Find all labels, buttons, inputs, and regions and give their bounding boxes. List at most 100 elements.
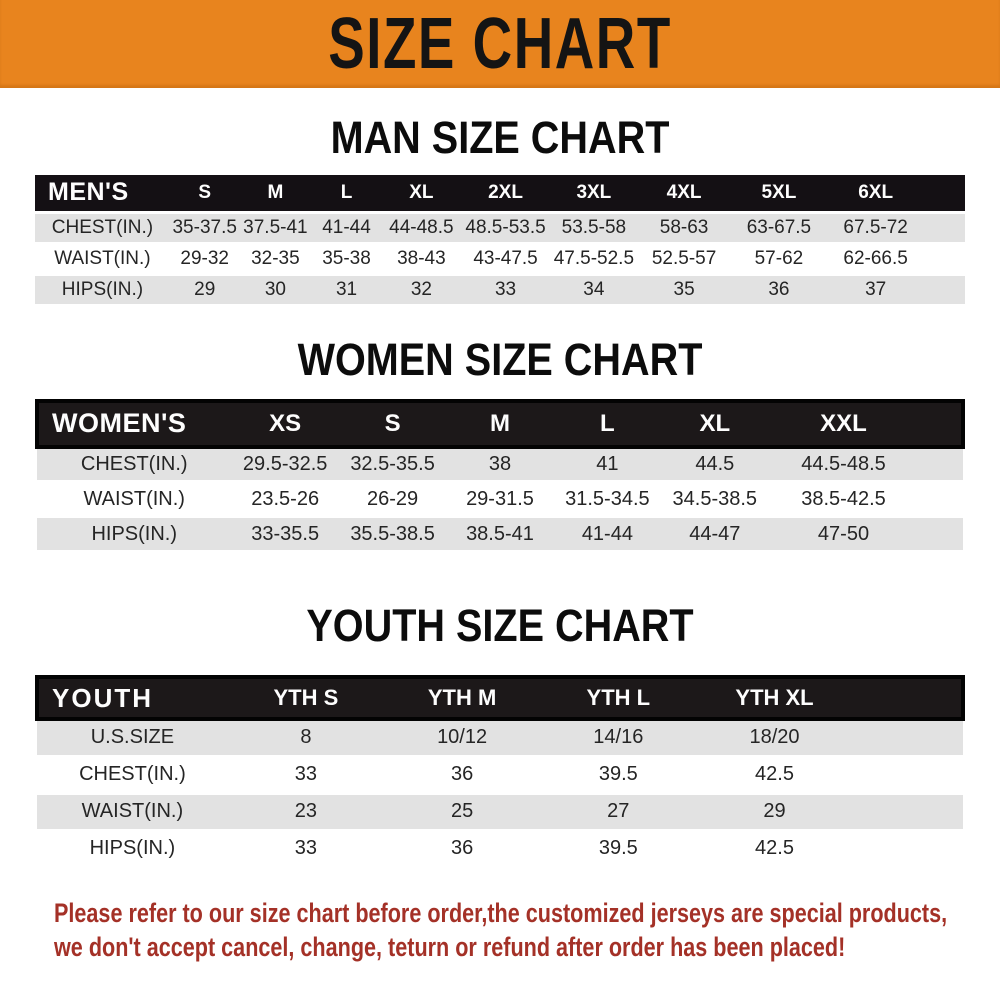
size-value: 38.5-41 <box>446 516 554 553</box>
size-value: 35 <box>637 274 731 307</box>
row-label: CHEST(IN.) <box>37 756 228 795</box>
size-value: 29.5-32.5 <box>231 446 339 483</box>
youth-corner-label: YOUTH <box>35 675 228 721</box>
size-value: 47-50 <box>768 516 919 553</box>
size-value: 57-62 <box>730 243 828 276</box>
size-value: 14/16 <box>540 719 697 758</box>
size-value: 35-38 <box>311 243 382 276</box>
women-table-row: WAIST(IN.) 23.5-26 26-29 29-31.5 31.5-34.5 34… <box>37 481 963 518</box>
size-value: 42.5 <box>696 830 853 869</box>
row-pad <box>924 274 965 307</box>
youth-table-row: HIPS(IN.) 33 36 39.5 42.5 <box>37 830 963 869</box>
size-value: 34.5-38.5 <box>661 481 769 518</box>
size-value: 27 <box>540 793 697 832</box>
women-column-header: XXL <box>768 398 919 449</box>
size-value: 52.5-57 <box>637 243 731 276</box>
youth-size-table: YOUTH YTH S YTH M YTH L YTH XL U.S.SIZE 8 10/12… <box>35 675 966 869</box>
men-column-header: S <box>169 175 240 214</box>
women-column-header: XS <box>231 398 339 449</box>
size-value: 8 <box>227 719 384 758</box>
size-value: 26-29 <box>338 481 447 518</box>
row-label: HIPS(IN.) <box>37 516 232 553</box>
row-pad <box>852 830 963 869</box>
banner: SIZE CHART <box>0 0 1000 88</box>
size-value: 44-47 <box>661 516 769 553</box>
size-value: 33-35.5 <box>231 516 339 553</box>
row-label: WAIST(IN.) <box>37 481 232 518</box>
youth-table-row: WAIST(IN.) 23 25 27 29 <box>37 793 963 832</box>
size-value: 44-48.5 <box>381 212 461 245</box>
row-pad <box>852 756 963 795</box>
men-header-row: MEN'S S M L XL 2XL 3XL 4XL 5XL 6XL <box>35 175 965 214</box>
men-column-header: 6XL <box>827 175 924 214</box>
size-value: 29 <box>696 793 853 832</box>
size-value: 33 <box>227 756 384 795</box>
youth-column-header: YTH L <box>540 675 697 721</box>
men-column-header: XL <box>381 175 461 214</box>
size-value: 39.5 <box>540 830 697 869</box>
size-value: 29 <box>169 274 240 307</box>
size-value: 36 <box>730 274 828 307</box>
men-table-row: HIPS(IN.) 29 30 31 32 33 34 35 36 37 <box>35 274 965 307</box>
size-value: 32 <box>381 274 461 307</box>
men-corner-label: MEN'S <box>35 175 170 214</box>
size-value: 38-43 <box>381 243 461 276</box>
size-value: 63-67.5 <box>730 212 828 245</box>
row-pad <box>918 516 963 553</box>
youth-header-row: YOUTH YTH S YTH M YTH L YTH XL <box>35 675 966 721</box>
women-column-header: XL <box>661 398 769 449</box>
men-table-row: WAIST(IN.) 29-32 32-35 35-38 38-43 43-47.5 47.… <box>35 243 965 276</box>
women-header-row: WOMEN'S XS S M L XL XXL <box>34 398 965 449</box>
size-value: 44.5-48.5 <box>768 446 919 483</box>
youth-column-header: YTH S <box>227 675 384 721</box>
size-value: 25 <box>384 793 541 832</box>
women-header-pad <box>918 398 965 449</box>
size-value: 32-35 <box>239 243 312 276</box>
row-pad <box>852 793 963 832</box>
row-pad <box>852 719 963 758</box>
size-value: 18/20 <box>696 719 853 758</box>
note-line-2: we don't accept cancel, change, teturn o… <box>54 931 846 962</box>
size-value: 29-32 <box>169 243 240 276</box>
banner-title: SIZE CHART <box>328 4 672 84</box>
size-value: 41-44 <box>553 516 662 553</box>
men-column-header: 2XL <box>460 175 551 214</box>
row-label: WAIST(IN.) <box>37 793 228 832</box>
size-value: 10/12 <box>384 719 541 758</box>
row-label: CHEST(IN.) <box>37 446 232 483</box>
women-table-row: HIPS(IN.) 33-35.5 35.5-38.5 38.5-41 41-44 44-… <box>37 516 963 553</box>
size-value: 34 <box>550 274 638 307</box>
size-value: 32.5-35.5 <box>338 446 447 483</box>
size-value: 41-44 <box>311 212 382 245</box>
men-column-header: 5XL <box>730 175 828 214</box>
size-value: 31 <box>311 274 382 307</box>
youth-table-row: U.S.SIZE 8 10/12 14/16 18/20 <box>37 719 963 758</box>
row-label: HIPS(IN.) <box>37 830 228 869</box>
row-label: WAIST(IN.) <box>35 243 170 276</box>
size-value: 23 <box>227 793 384 832</box>
men-column-header: L <box>311 175 382 214</box>
order-note: Please refer to our size chart before or… <box>0 896 1000 964</box>
row-label: CHEST(IN.) <box>35 212 170 245</box>
size-value: 37.5-41 <box>239 212 312 245</box>
youth-table-row: CHEST(IN.) 33 36 39.5 42.5 <box>37 756 963 795</box>
youth-column-header: YTH M <box>384 675 541 721</box>
size-value: 30 <box>239 274 312 307</box>
youth-header-pad <box>852 675 966 721</box>
size-value: 36 <box>384 756 541 795</box>
youth-column-header: YTH XL <box>696 675 853 721</box>
size-value: 23.5-26 <box>231 481 339 518</box>
youth-section: YOUTH SIZE CHART YOUTH YTH S YTH M YTH L YTH… <box>0 603 1000 869</box>
size-value: 67.5-72 <box>827 212 924 245</box>
size-value: 44.5 <box>661 446 769 483</box>
men-header-pad <box>924 175 965 214</box>
men-table-row: CHEST(IN.) 35-37.5 37.5-41 41-44 44-48.5 48.5… <box>35 212 965 245</box>
men-section: MAN SIZE CHART MEN'S S M L XL 2XL 3XL 4XL 5XL 6XL… <box>0 115 1000 307</box>
size-value: 33 <box>227 830 384 869</box>
size-value: 47.5-52.5 <box>550 243 638 276</box>
men-column-header: 3XL <box>550 175 638 214</box>
women-section: WOMEN SIZE CHART WOMEN'S XS S M L XL XXL CHEST(… <box>0 337 1000 553</box>
row-label: U.S.SIZE <box>37 719 228 758</box>
men-column-header: 4XL <box>637 175 731 214</box>
